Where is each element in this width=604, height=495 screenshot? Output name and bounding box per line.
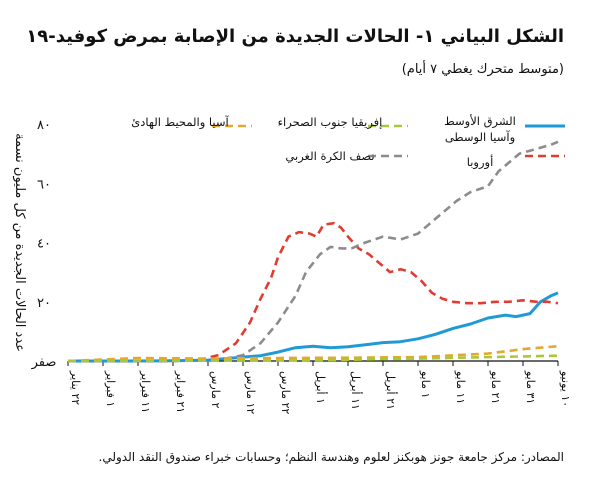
x-tick-label: ٢٢ يناير [69,370,82,405]
x-tick-label: ١١ مايو [454,370,467,404]
line-chart: عدد الحالات الجديدة من كل مليون نسمة صفر… [12,114,572,414]
y-tick-label: صفر [31,355,57,370]
series-line-5 [67,354,559,363]
chart-title: الشكل البياني ١- الحالات الجديدة من الإص… [26,26,564,47]
legend: الشرق الأوسط وآسيا الوسطى أوروبا نصف الكرة … [131,114,565,170]
y-tick-label: ٦٠ [37,177,51,192]
x-tick-label: ١٠ يونيو [559,370,572,407]
x-tick-label: ١١ فبراير [139,370,152,413]
y-axis-label-group: عدد الحالات الجديدة من كل مليون نسمة [12,133,27,352]
x-tick-label: ٢١ مايو [489,370,502,404]
x-tick-label: ١ فبراير [104,370,117,407]
y-axis-label: عدد الحالات الجديدة من كل مليون نسمة [12,133,27,352]
x-tick-label: ١١ أبريل [349,371,363,410]
y-tick-label: ٤٠ [37,237,51,252]
x-tick-label: ١٢ مارس [244,371,257,414]
x-tick-label: ٢٢ مارس [279,371,292,414]
x-tick-label: ١ أبريل [314,371,328,404]
legend-label-2: أوروبا [467,154,494,170]
x-tick-label: ٣١ مايو [524,370,537,404]
x-axis: ٢٢ يناير ١ فبراير ١١ فبراير ٢١ فبراير ٢ مارس… [67,360,572,414]
series-line-4 [67,344,559,363]
series-line-2 [68,221,559,363]
x-tick-label: ١ مايو [419,370,432,398]
series-line-3 [68,140,559,363]
series-lines [67,140,559,363]
x-tick-label: ٢١ فبراير [174,370,187,413]
x-tick-label: ٢ مارس [209,371,222,408]
chart-subtitle: (متوسط متحرك يغطي ٧ أيام) [401,62,564,77]
source-note: المصادر: مركز جامعة جونز هوبكنز لعلوم وه… [98,450,564,464]
y-tick-label: ٨٠ [37,118,51,133]
legend-label-1: الشرق الأوسط وآسيا الوسطى [444,114,516,145]
x-tick-label: ٢١ أبريل [384,371,398,410]
legend-label-3: نصف الكرة الغربي [285,149,374,164]
legend-label-4: آسيا والمحيط الهادئ [131,115,229,130]
y-tick-label: ٢٠ [37,296,51,311]
legend-label-5: إفريقيا جنوب الصحراء [278,115,383,130]
y-axis-ticks: صفر ٢٠ ٤٠ ٦٠ ٨٠ [31,118,57,370]
